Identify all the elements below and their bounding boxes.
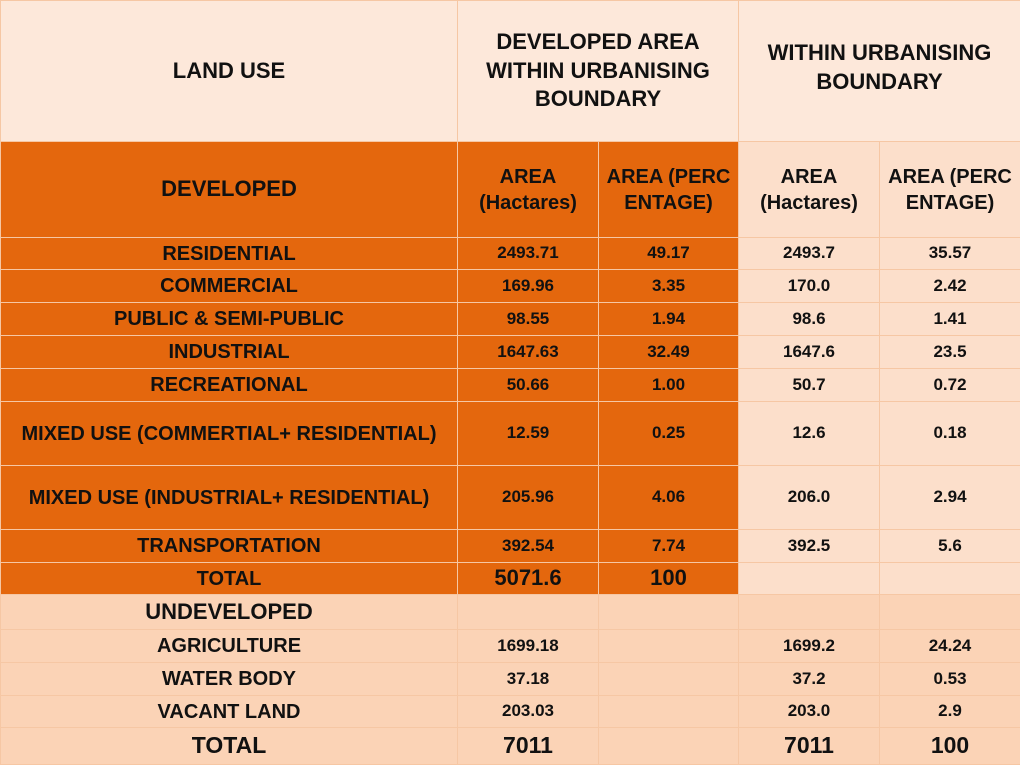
dev-area-cell: 98.55 xyxy=(457,302,599,336)
urb-pct-cell: 24.24 xyxy=(879,629,1020,663)
table-row: RECREATIONAL 50.66 1.00 50.7 0.72 xyxy=(0,368,1020,402)
urb-area-cell: 98.6 xyxy=(738,302,880,336)
urb-pct-cell: 0.53 xyxy=(879,662,1020,696)
urb-area-cell: 37.2 xyxy=(738,662,880,696)
urb-area-cell: 392.5 xyxy=(738,529,880,563)
table-row: MIXED USE (INDUSTRIAL+ RESIDENTIAL) 205.… xyxy=(0,465,1020,530)
urb-pct-cell: 5.6 xyxy=(879,529,1020,563)
urb-area-cell: 170.0 xyxy=(738,269,880,303)
urb-area-cell: 203.0 xyxy=(738,695,880,728)
urb-area-cell: 2493.7 xyxy=(738,237,880,270)
land-use-cell: WATER BODY xyxy=(0,662,458,696)
urb-pct-cell: 35.57 xyxy=(879,237,1020,270)
empty-cell xyxy=(457,594,599,630)
land-use-cell: PUBLIC & SEMI-PUBLIC xyxy=(0,302,458,336)
subheader-row: DEVELOPED AREA (Hactares) AREA (PERCENTA… xyxy=(0,141,1020,238)
dev-area-cell: 2493.71 xyxy=(457,237,599,270)
dev-area-cell: 37.18 xyxy=(457,662,599,696)
dev-area-cell: 7011 xyxy=(457,727,599,765)
land-use-cell: TOTAL xyxy=(0,562,458,595)
land-use-cell: VACANT LAND xyxy=(0,695,458,728)
table-row: AGRICULTURE 1699.18 1699.2 24.24 xyxy=(0,629,1020,663)
urb-area-cell: 1699.2 xyxy=(738,629,880,663)
dev-pct-cell: 32.49 xyxy=(598,335,739,369)
land-use-cell: TOTAL xyxy=(0,727,458,765)
urb-pct-cell: 100 xyxy=(879,727,1020,765)
land-use-cell: MIXED USE (INDUSTRIAL+ RESIDENTIAL) xyxy=(0,465,458,530)
urb-area-cell: 50.7 xyxy=(738,368,880,402)
dev-pct-cell xyxy=(598,662,739,696)
dev-pct-cell: 4.06 xyxy=(598,465,739,530)
dev-area-cell: 50.66 xyxy=(457,368,599,402)
dev-area-cell: 1647.63 xyxy=(457,335,599,369)
dev-pct-cell: 1.00 xyxy=(598,368,739,402)
urb-area-cell: 1647.6 xyxy=(738,335,880,369)
dev-area-cell: 5071.6 xyxy=(457,562,599,595)
urb-pct-cell: 0.72 xyxy=(879,368,1020,402)
table-row: RESIDENTIAL 2493.71 49.17 2493.7 35.57 xyxy=(0,237,1020,270)
table-row: MIXED USE (COMMERTIAL+ RESIDENTIAL) 12.5… xyxy=(0,401,1020,466)
land-use-cell: INDUSTRIAL xyxy=(0,335,458,369)
developed-label: DEVELOPED xyxy=(0,141,458,238)
land-use-cell: MIXED USE (COMMERTIAL+ RESIDENTIAL) xyxy=(0,401,458,466)
urb-pct-cell: 2.9 xyxy=(879,695,1020,728)
urb-area-cell: 12.6 xyxy=(738,401,880,466)
urb-pct-cell: 1.41 xyxy=(879,302,1020,336)
dev-pct-cell: 49.17 xyxy=(598,237,739,270)
urb-pct-cell: 2.94 xyxy=(879,465,1020,530)
urb-pct-cell xyxy=(879,562,1020,595)
dev-area-hactares-header: AREA (Hactares) xyxy=(457,141,599,238)
dev-pct-cell: 100 xyxy=(598,562,739,595)
table-row: TRANSPORTATION 392.54 7.74 392.5 5.6 xyxy=(0,529,1020,563)
empty-cell xyxy=(879,594,1020,630)
grand-total-row: TOTAL 7011 7011 100 xyxy=(0,727,1020,765)
urb-pct-cell: 2.42 xyxy=(879,269,1020,303)
dev-area-cell: 1699.18 xyxy=(457,629,599,663)
dev-area-cell: 12.59 xyxy=(457,401,599,466)
urb-area-percentage-header: AREA (PERCENTAGE) xyxy=(879,141,1020,238)
urb-area-cell: 7011 xyxy=(738,727,880,765)
land-use-cell: COMMERCIAL xyxy=(0,269,458,303)
within-boundary-header: WITHIN URBANISING BOUNDARY xyxy=(738,0,1020,142)
developed-area-header: DEVELOPED AREA WITHIN URBANISING BOUNDAR… xyxy=(457,0,739,142)
header-row: LAND USE DEVELOPED AREA WITHIN URBANISIN… xyxy=(0,0,1020,142)
urb-area-hactares-header: AREA (Hactares) xyxy=(738,141,880,238)
dev-pct-cell: 3.35 xyxy=(598,269,739,303)
table-row: INDUSTRIAL 1647.63 32.49 1647.6 23.5 xyxy=(0,335,1020,369)
table-row: COMMERCIAL 169.96 3.35 170.0 2.42 xyxy=(0,269,1020,303)
dev-pct-cell xyxy=(598,727,739,765)
land-use-cell: AGRICULTURE xyxy=(0,629,458,663)
table-row: PUBLIC & SEMI-PUBLIC 98.55 1.94 98.6 1.4… xyxy=(0,302,1020,336)
urb-pct-cell: 0.18 xyxy=(879,401,1020,466)
land-use-cell: RESIDENTIAL xyxy=(0,237,458,270)
dev-area-cell: 205.96 xyxy=(457,465,599,530)
undeveloped-label-row: UNDEVELOPED xyxy=(0,594,1020,630)
dev-pct-cell xyxy=(598,695,739,728)
dev-pct-cell: 0.25 xyxy=(598,401,739,466)
empty-cell xyxy=(738,594,880,630)
urb-area-cell xyxy=(738,562,880,595)
table-row: VACANT LAND 203.03 203.0 2.9 xyxy=(0,695,1020,728)
empty-cell xyxy=(598,594,739,630)
land-use-header: LAND USE xyxy=(0,0,458,142)
dev-pct-cell: 1.94 xyxy=(598,302,739,336)
urb-area-cell: 206.0 xyxy=(738,465,880,530)
developed-total-row: TOTAL 5071.6 100 xyxy=(0,562,1020,595)
dev-area-cell: 392.54 xyxy=(457,529,599,563)
table-row: WATER BODY 37.18 37.2 0.53 xyxy=(0,662,1020,696)
dev-area-cell: 169.96 xyxy=(457,269,599,303)
land-use-cell: TRANSPORTATION xyxy=(0,529,458,563)
undeveloped-label: UNDEVELOPED xyxy=(0,594,458,630)
dev-area-cell: 203.03 xyxy=(457,695,599,728)
dev-area-percentage-header: AREA (PERCENTAGE) xyxy=(598,141,739,238)
dev-pct-cell xyxy=(598,629,739,663)
dev-pct-cell: 7.74 xyxy=(598,529,739,563)
land-use-cell: RECREATIONAL xyxy=(0,368,458,402)
urb-pct-cell: 23.5 xyxy=(879,335,1020,369)
